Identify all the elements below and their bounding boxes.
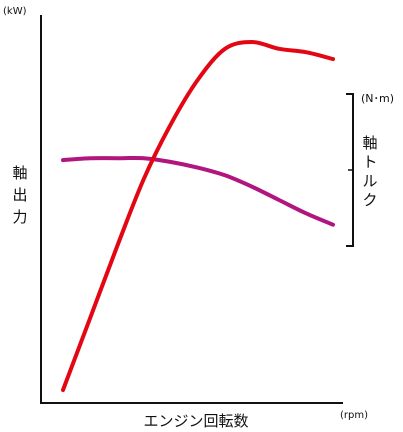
- y-axis-label-char: 出: [12, 186, 27, 204]
- y2-axis-label-char: ク: [362, 191, 377, 209]
- series-line-power: [61, 155, 335, 227]
- y-axis-label-char: 力: [12, 208, 27, 226]
- series-line-output: [61, 40, 335, 392]
- y-unit-label: (kW): [3, 6, 27, 17]
- x-unit-label: (rpm): [340, 410, 368, 421]
- y2-axis-label-char: 軸: [362, 134, 377, 152]
- y-axis-label-char: 軸: [12, 164, 27, 182]
- y2-axis-label-char: ト: [362, 153, 377, 171]
- y-axis-label: 軸出力: [12, 164, 27, 226]
- y2-axis-label-char: ル: [362, 172, 377, 190]
- y2-unit-label: (N･m): [361, 92, 394, 105]
- x-axis-label: エンジン回転数: [143, 412, 248, 430]
